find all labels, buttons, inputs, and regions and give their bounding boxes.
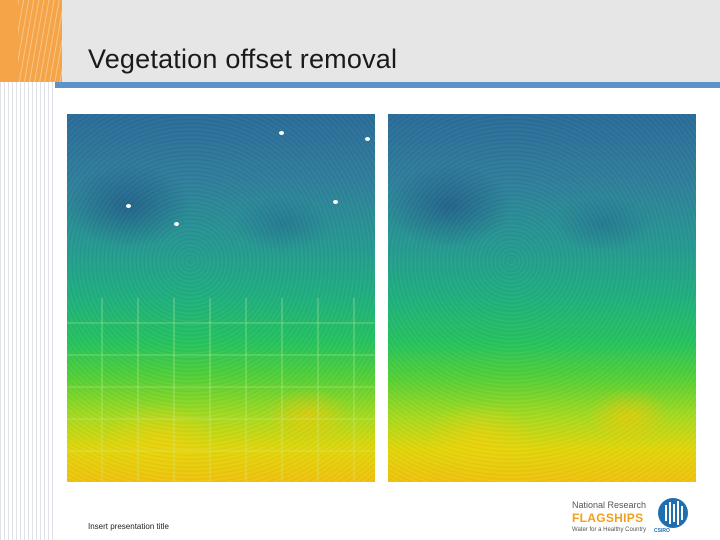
speck-mark xyxy=(174,222,179,226)
header-band xyxy=(62,0,720,82)
flagships-logo: National Research FLAGSHIPS Water for a … xyxy=(570,496,720,540)
corner-accent-block xyxy=(0,0,62,82)
vegetation-map-before xyxy=(67,114,375,482)
speck-mark xyxy=(333,200,338,204)
logo-line-national-research: National Research xyxy=(572,500,647,510)
title-underline-rule xyxy=(55,82,720,88)
logo-line-tagline: Water for a Healthy Country xyxy=(572,527,647,533)
decorative-side-lines xyxy=(0,82,55,540)
speck-mark xyxy=(126,204,131,208)
logo-line-flagships: FLAGSHIPS xyxy=(572,511,644,525)
speck-mark xyxy=(279,131,284,135)
decorative-lines-top xyxy=(18,0,62,82)
vegetation-map-after xyxy=(388,114,696,482)
slide-title: Vegetation offset removal xyxy=(88,44,398,74)
footer-presentation-title: Insert presentation title xyxy=(88,522,169,531)
logo-org-label: CSIRO xyxy=(654,528,670,534)
speck-mark xyxy=(365,137,370,141)
csiro-logo-icon xyxy=(658,498,688,528)
